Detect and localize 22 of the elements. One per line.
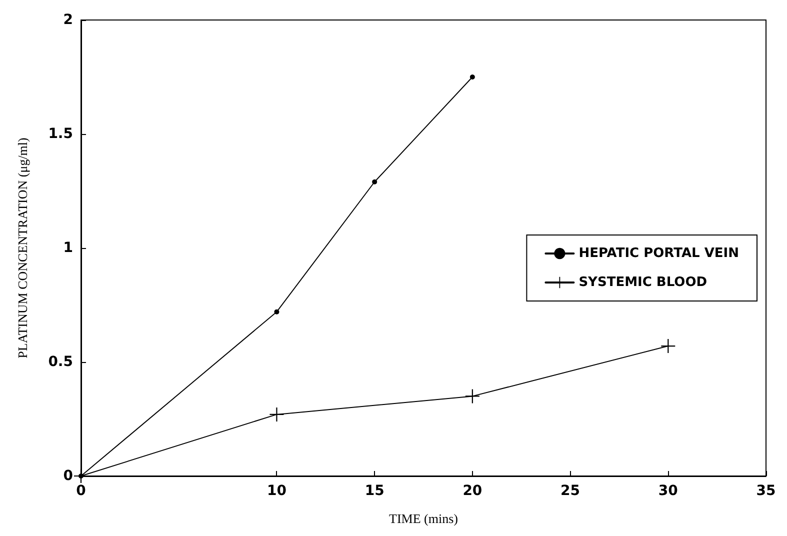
x-tick-label: 20 bbox=[462, 483, 482, 499]
x-tick-label: 10 bbox=[266, 483, 287, 499]
y-tick-label: 1.5 bbox=[48, 126, 73, 142]
point bbox=[661, 339, 676, 354]
x-tick-label: 35 bbox=[756, 483, 776, 499]
point bbox=[470, 74, 475, 80]
y-tick-label: 0.5 bbox=[48, 354, 73, 370]
x-tick-label: 0 bbox=[76, 483, 86, 499]
x-tick-label: 30 bbox=[658, 483, 678, 499]
y-tick-label: 1 bbox=[63, 240, 73, 256]
y-tick-label: 2 bbox=[63, 12, 73, 28]
point bbox=[465, 389, 480, 404]
x-axis-title: TIME (mins) bbox=[389, 511, 458, 526]
point bbox=[274, 309, 280, 314]
y-axis-title: PLATINUM CONCENTRATION (μg/ml) bbox=[15, 138, 30, 358]
legend-label: SYSTEMIC BLOOD bbox=[578, 275, 708, 290]
point bbox=[270, 407, 284, 422]
point bbox=[372, 179, 378, 184]
x-tick-label: 15 bbox=[364, 483, 384, 499]
y-tick-label: 0 bbox=[63, 468, 74, 484]
legend-label: HEPATIC PORTAL VEIN bbox=[578, 246, 739, 261]
x-tick-label: 25 bbox=[560, 483, 580, 499]
